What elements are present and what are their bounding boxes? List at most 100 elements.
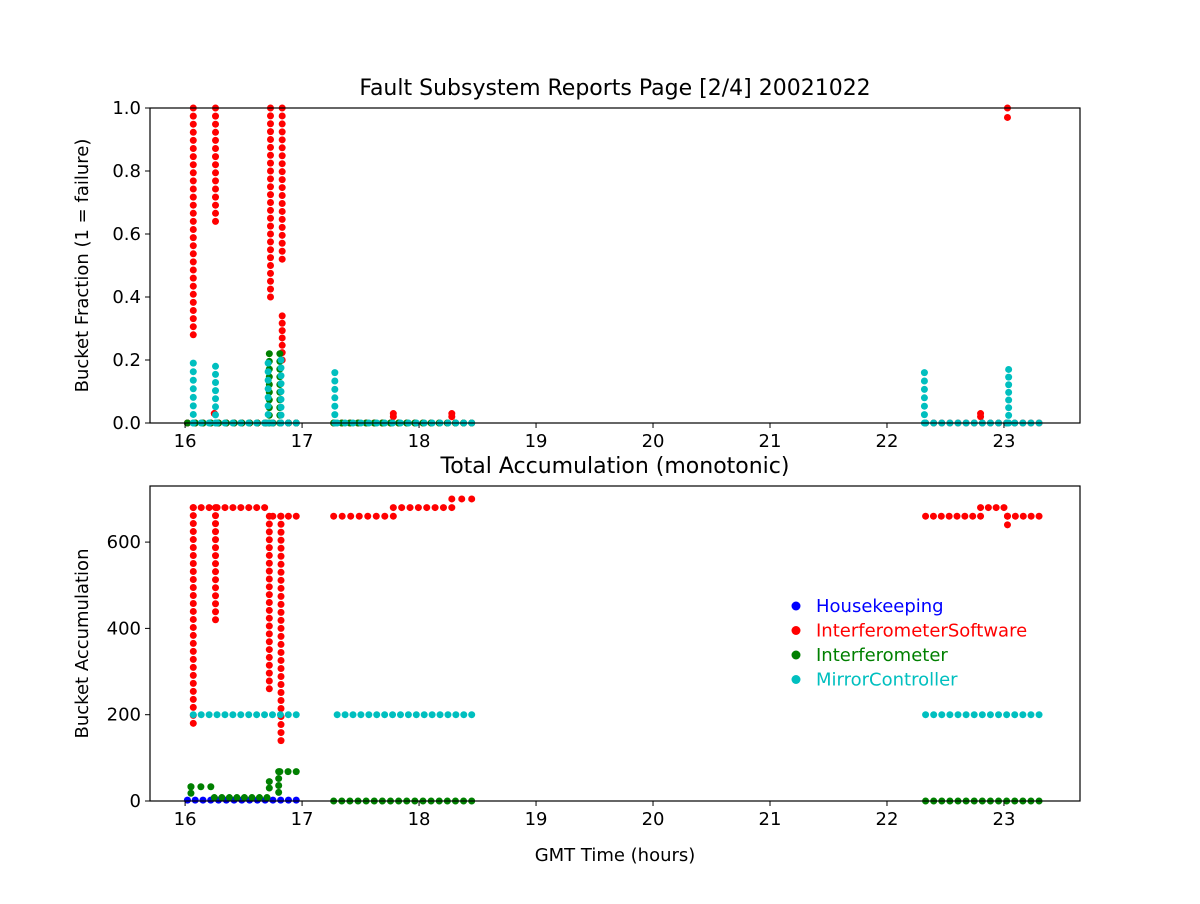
data-point	[264, 385, 272, 393]
data-point	[189, 385, 197, 393]
data-point	[212, 528, 220, 536]
data-point	[977, 512, 985, 520]
data-point	[189, 266, 197, 274]
data-point	[189, 323, 197, 331]
legend: Housekeeping InterferometerSoftware Interf…	[791, 596, 1027, 691]
data-point	[189, 583, 197, 591]
data-point	[212, 403, 220, 411]
data-point	[458, 495, 466, 503]
x-axis-label: GMT Time (hours)	[535, 845, 696, 866]
data-point	[189, 153, 197, 161]
data-point	[189, 359, 197, 367]
data-point	[218, 794, 226, 802]
data-point	[389, 504, 397, 512]
data-point	[266, 183, 274, 191]
y-tick-label: 0.4	[112, 287, 141, 308]
data-point	[398, 504, 406, 512]
x-tick-label: 17	[291, 431, 314, 452]
data-point	[212, 411, 220, 419]
data-point	[278, 207, 286, 215]
data-point	[278, 168, 286, 176]
data-point	[189, 552, 197, 560]
data-point	[265, 551, 273, 559]
data-point	[1027, 512, 1035, 520]
x-tick-label: 22	[876, 431, 899, 452]
data-point	[389, 512, 397, 520]
data-point	[278, 239, 286, 247]
data-point	[212, 120, 220, 128]
data-point	[212, 512, 220, 520]
data-point	[189, 544, 197, 552]
data-point	[189, 568, 197, 576]
data-point	[213, 711, 221, 719]
data-point	[189, 145, 197, 152]
data-point	[189, 315, 197, 323]
plot-points	[183, 104, 1043, 427]
data-point	[265, 520, 273, 528]
data-point	[212, 362, 220, 370]
data-point	[189, 647, 197, 655]
x-tick-label: 22	[876, 809, 899, 830]
data-point	[266, 293, 274, 301]
data-point	[277, 640, 285, 648]
series-interferometersoftware	[189, 495, 1043, 745]
data-point	[265, 685, 273, 693]
data-point	[277, 576, 285, 584]
data-point	[357, 711, 365, 719]
legend-marker	[791, 601, 801, 611]
data-point	[277, 536, 285, 544]
data-point	[189, 687, 197, 695]
data-point	[986, 711, 994, 719]
data-point	[266, 175, 274, 183]
data-point	[265, 614, 273, 622]
data-point	[212, 128, 220, 136]
x-tick-label: 20	[642, 809, 665, 830]
legend-label: Housekeeping	[816, 596, 944, 617]
data-point	[265, 528, 273, 536]
data-point	[962, 711, 970, 719]
data-point	[189, 536, 197, 544]
data-point	[953, 512, 961, 520]
y-tick-label: 0.2	[112, 350, 141, 371]
data-point	[265, 669, 273, 677]
data-point	[189, 639, 197, 647]
data-point	[266, 230, 274, 238]
data-point	[412, 711, 420, 719]
data-point	[189, 679, 197, 687]
data-point	[1005, 365, 1013, 373]
data-point	[189, 128, 197, 136]
x-tick-label: 18	[408, 431, 431, 452]
data-point	[278, 334, 286, 342]
data-point	[189, 393, 197, 401]
data-point	[212, 177, 220, 185]
data-point	[278, 144, 286, 152]
data-point	[278, 192, 286, 200]
data-point	[221, 504, 229, 512]
data-point	[189, 376, 197, 384]
data-point	[331, 411, 339, 419]
data-point	[922, 512, 930, 520]
data-point	[920, 377, 928, 385]
data-point	[189, 599, 197, 607]
data-point	[278, 319, 286, 327]
data-point	[277, 364, 285, 372]
data-point	[189, 631, 197, 639]
x-tick-label: 18	[408, 809, 431, 830]
data-point	[266, 262, 274, 269]
data-point	[284, 512, 292, 520]
data-point	[248, 794, 256, 802]
x-tick-label: 23	[993, 431, 1016, 452]
data-point	[448, 410, 456, 418]
data-point	[1019, 711, 1027, 719]
data-point	[266, 238, 274, 246]
data-point	[1005, 411, 1013, 419]
data-point	[266, 269, 274, 277]
data-point	[341, 711, 349, 719]
legend-marker	[791, 626, 801, 635]
data-point	[922, 711, 930, 719]
data-point	[187, 783, 195, 791]
data-point	[264, 402, 272, 410]
data-point	[277, 592, 285, 600]
data-point	[995, 711, 1003, 719]
data-point	[277, 689, 285, 697]
